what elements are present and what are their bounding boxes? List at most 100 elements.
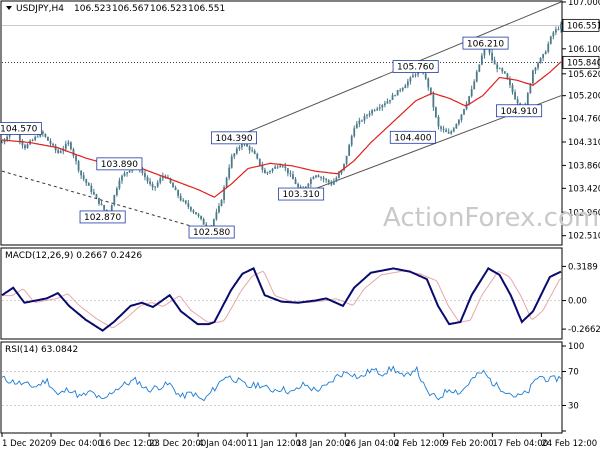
candle: [534, 66, 537, 75]
candle: [552, 31, 555, 40]
candle: [396, 90, 399, 96]
candle: [85, 178, 88, 186]
candle: [361, 119, 363, 123]
candle: [90, 183, 93, 195]
price-tick-label: 105.620: [568, 70, 600, 80]
rsi-layer: [1, 365, 562, 406]
candle: [67, 140, 70, 147]
candle: [447, 128, 450, 134]
candle: [554, 26, 557, 36]
candle: [156, 180, 159, 188]
candle: [526, 91, 529, 106]
candle: [31, 138, 34, 142]
candle: [235, 146, 238, 155]
current-price-box: 106.551: [562, 18, 600, 32]
candle: [312, 175, 315, 180]
candle: [404, 83, 407, 89]
candle: [187, 200, 190, 210]
candle: [103, 204, 106, 211]
candle: [75, 154, 77, 165]
candle: [389, 99, 391, 105]
candle: [325, 177, 328, 183]
price-annotation-label: 104.570: [0, 125, 37, 135]
price-annotation-label: 104.390: [215, 134, 252, 144]
candle: [126, 171, 128, 177]
candle: [98, 197, 100, 206]
price-annotation-label: 106.210: [467, 39, 504, 49]
candle: [386, 98, 389, 104]
candle: [128, 170, 131, 173]
candle: [363, 113, 366, 124]
reference-level-label: 105.840: [567, 58, 600, 68]
candle: [350, 134, 353, 147]
candle: [149, 177, 151, 186]
candle: [220, 199, 223, 207]
candle: [251, 146, 254, 153]
candle: [47, 136, 49, 141]
candle: [70, 141, 72, 151]
price-annotation: 102.580: [188, 225, 235, 239]
candle: [366, 113, 368, 119]
candle: [542, 53, 545, 61]
candle: [455, 123, 458, 129]
time-tick-label: 16 Dec 12:00: [100, 439, 157, 449]
candle: [182, 198, 185, 203]
candle: [496, 62, 499, 73]
candle: [3, 138, 6, 145]
time-tick-label: 9 Dec 04:00: [51, 439, 103, 449]
price-axis: 107.000106.580106.100105.620105.200104.7…: [562, 0, 600, 242]
candle: [348, 143, 351, 156]
candle: [174, 185, 177, 191]
price-annotation: 104.570: [0, 122, 42, 135]
candle: [77, 159, 80, 173]
candle: [230, 153, 233, 169]
candle: [248, 145, 251, 154]
candle: [470, 85, 473, 98]
price-annotation-label: 102.580: [193, 228, 230, 238]
candle: [192, 208, 195, 215]
candle: [202, 217, 205, 225]
candle: [537, 61, 539, 71]
candle: [409, 76, 412, 85]
rsi-panel: 100 70 30 RSI(14) 63.0842: [0, 341, 584, 434]
candle: [159, 175, 162, 185]
candle: [560, 21, 562, 33]
candle: [406, 78, 409, 89]
candle: [64, 140, 67, 152]
candle: [376, 106, 379, 112]
candle: [330, 180, 333, 187]
candle: [463, 108, 465, 116]
candle: [368, 110, 371, 118]
candle: [253, 149, 256, 155]
candle: [284, 162, 287, 172]
candle: [179, 193, 182, 202]
candle: [238, 145, 241, 151]
candle: [547, 41, 550, 54]
candle: [225, 176, 228, 189]
candle: [269, 170, 271, 175]
candle: [478, 64, 481, 73]
candle: [307, 182, 310, 189]
candle: [233, 153, 236, 160]
candle: [34, 135, 37, 142]
candle: [345, 155, 348, 166]
rsi-axis: 100 70 30: [562, 342, 584, 432]
candle: [294, 176, 297, 185]
ohlc-high: 106.567: [112, 4, 149, 14]
price-tick-label: 104.310: [568, 138, 600, 148]
candle: [21, 139, 24, 149]
rsi-line: [1, 365, 562, 402]
candle: [309, 177, 312, 188]
time-tick-label: 24 Feb 12:00: [541, 439, 597, 449]
candle: [118, 177, 121, 191]
candle: [113, 194, 116, 207]
price-tick-label: 107.000: [568, 0, 600, 8]
price-tick-label: 105.200: [568, 92, 600, 102]
price-annotation-label: 104.910: [500, 107, 537, 117]
candle: [41, 130, 44, 137]
candle: [95, 193, 98, 198]
macd-panel-frame: [0, 247, 563, 340]
macd-axis: 0.3189 0.00 -0.2662: [562, 262, 600, 335]
candle: [172, 181, 174, 188]
rsi-tick-label: 30: [568, 402, 579, 412]
